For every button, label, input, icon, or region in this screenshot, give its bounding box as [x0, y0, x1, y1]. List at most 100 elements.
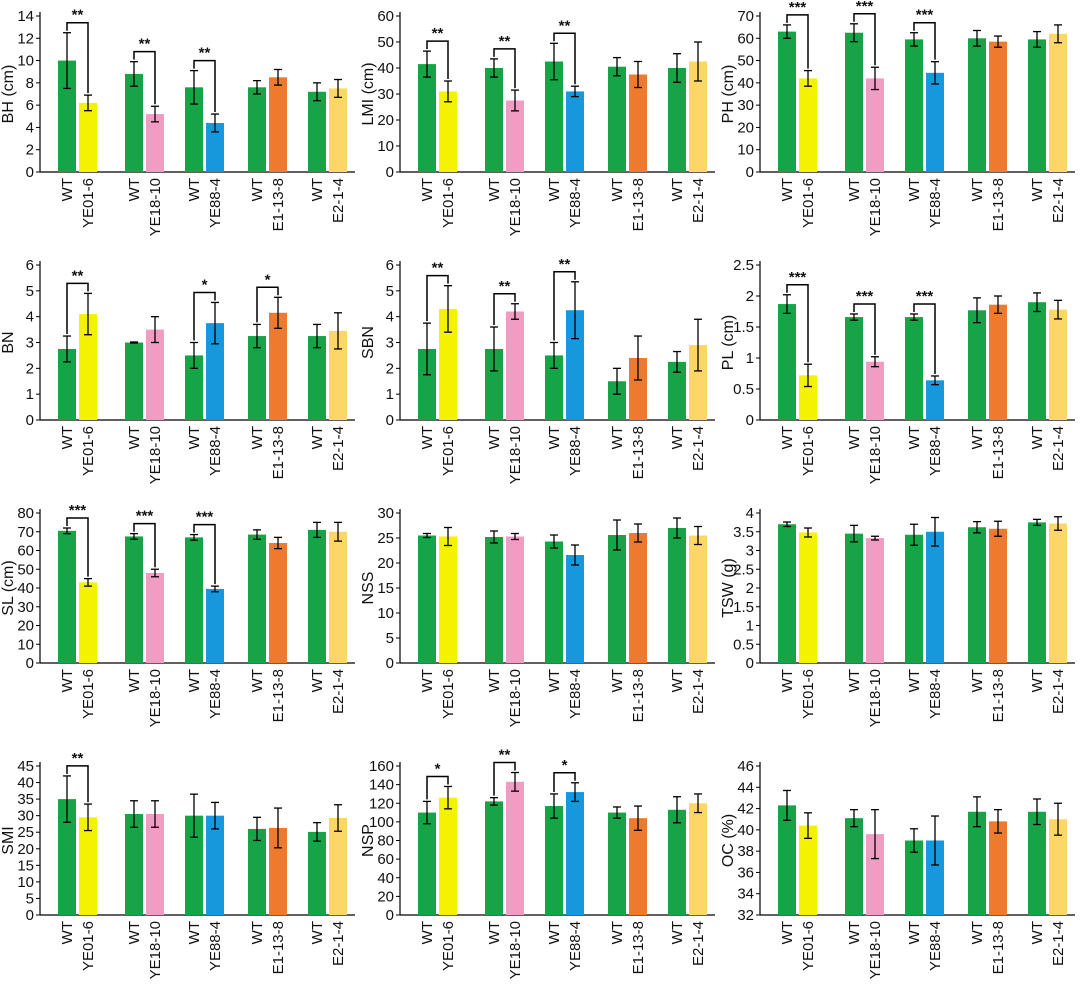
significance-label: ** [432, 260, 444, 277]
bar [58, 60, 76, 173]
y-tick-label: 60 [377, 851, 394, 868]
bar [926, 840, 944, 915]
y-tick-label: 0 [26, 164, 34, 181]
x-category-label: WT [546, 426, 563, 449]
bar [845, 818, 863, 915]
bar [248, 336, 266, 420]
bar [629, 74, 647, 172]
bar [206, 323, 224, 420]
x-category-label: E2-1-4 [330, 178, 347, 223]
x-category-label: WT [186, 178, 203, 201]
y-tick-label: 2 [386, 360, 394, 377]
bar [58, 348, 76, 420]
significance-bracket [66, 765, 89, 803]
significance-bracket [493, 48, 516, 89]
x-category-label: YE18-10 [867, 921, 884, 979]
y-axis-title: PH (cm) [720, 65, 737, 124]
y-tick-label: 46 [737, 758, 754, 775]
x-category-label: WT [59, 426, 76, 449]
x-category-label: E2-1-4 [690, 426, 707, 471]
x-category-label: WT [1029, 669, 1046, 692]
bar [329, 330, 347, 420]
significance-label: *** [916, 7, 934, 24]
bar [269, 827, 287, 915]
bar [206, 588, 224, 663]
x-category-label: WT [846, 178, 863, 201]
bar [689, 803, 707, 915]
x-category-label: WT [309, 426, 326, 449]
x-category-label: E1-13-8 [990, 426, 1007, 479]
y-axis-title: SBN [360, 326, 377, 359]
significance-bracket [133, 50, 156, 105]
x-category-label: E2-1-4 [1050, 426, 1067, 471]
y-tick-label: 45 [17, 758, 34, 775]
x-category-label: YE01-6 [440, 178, 457, 228]
x-category-label: E2-1-4 [690, 669, 707, 714]
x-category-label: E2-1-4 [1050, 921, 1067, 966]
bar [269, 543, 287, 663]
y-tick-label: 60 [17, 543, 34, 560]
y-tick-label: 60 [377, 8, 394, 25]
significance-bracket [256, 286, 279, 323]
significance-bracket [553, 271, 576, 341]
y-tick-label: 0 [26, 907, 34, 924]
x-category-label: E1-13-8 [270, 921, 287, 974]
y-tick-label: 20 [377, 112, 394, 129]
x-category-label: WT [309, 178, 326, 201]
significance-label: ** [499, 33, 511, 50]
x-category-label: YE18-10 [867, 669, 884, 727]
x-category-label: YE01-6 [800, 669, 817, 719]
y-tick-label: 4 [26, 309, 34, 326]
bar [206, 122, 224, 172]
x-category-label: YE01-6 [800, 426, 817, 476]
bar [668, 809, 686, 915]
significance-bracket [66, 282, 89, 335]
y-tick-label: 80 [17, 505, 34, 522]
x-category-label: YE88-4 [567, 426, 584, 476]
y-tick-label: 0 [26, 412, 34, 429]
bar [485, 537, 503, 663]
x-category-label: WT [906, 669, 923, 692]
bar [968, 527, 986, 663]
bar [248, 534, 266, 663]
y-tick-label: 70 [737, 8, 754, 25]
significance-label: * [562, 757, 568, 774]
bar [418, 812, 436, 915]
x-category-label: YE18-10 [147, 669, 164, 727]
bar [329, 88, 347, 172]
bar [905, 317, 923, 420]
significance-label: ** [72, 750, 84, 767]
x-category-label: YE01-6 [80, 426, 97, 476]
bar [608, 812, 626, 915]
bar [248, 828, 266, 915]
significance-label: ** [559, 256, 571, 273]
x-category-label: WT [1029, 178, 1046, 201]
bar [689, 345, 707, 420]
significance-label: *** [136, 508, 154, 525]
x-category-label: WT [669, 921, 686, 944]
x-category-label: YE18-10 [147, 178, 164, 236]
bar [1049, 819, 1067, 915]
x-category-label: WT [309, 669, 326, 692]
bar [418, 535, 436, 663]
significance-bracket [786, 284, 809, 363]
bar [1028, 39, 1046, 173]
y-tick-label: 8 [26, 75, 34, 92]
bar [125, 342, 143, 420]
x-category-label: YE01-6 [800, 178, 817, 228]
x-category-label: E2-1-4 [1050, 178, 1067, 223]
y-tick-label: 1.5 [733, 319, 754, 336]
x-category-label: E2-1-4 [1050, 669, 1067, 714]
bar [206, 815, 224, 915]
significance-bracket [66, 517, 89, 577]
bar [845, 32, 863, 172]
y-tick-label: 5 [26, 283, 34, 300]
bar [629, 358, 647, 420]
bar [1028, 811, 1046, 915]
y-axis-title: TSW (g) [720, 558, 737, 618]
x-category-label: WT [419, 426, 436, 449]
bar [799, 375, 817, 420]
